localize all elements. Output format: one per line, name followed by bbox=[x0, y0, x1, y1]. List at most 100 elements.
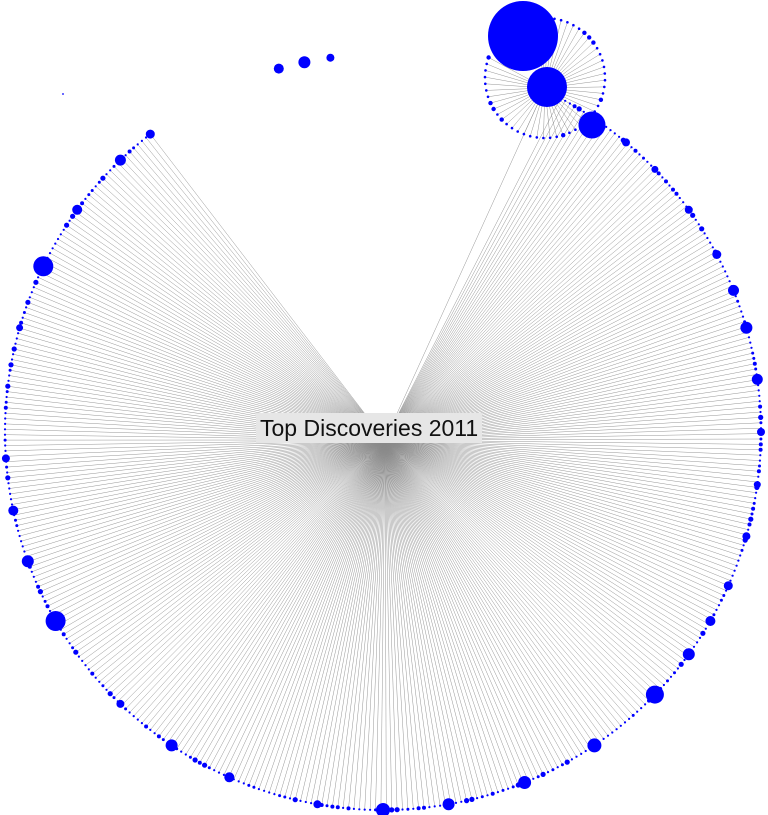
leaf-node[interactable] bbox=[54, 242, 57, 245]
leaf-node[interactable] bbox=[358, 808, 361, 811]
hub-node[interactable] bbox=[326, 53, 335, 62]
leaf-node[interactable] bbox=[257, 788, 260, 791]
leaf-node[interactable] bbox=[325, 804, 329, 808]
leaf-node[interactable] bbox=[422, 805, 426, 810]
leaf-node[interactable] bbox=[11, 346, 17, 352]
leaf-node[interactable] bbox=[161, 738, 165, 742]
leaf-node[interactable] bbox=[630, 146, 633, 149]
leaf-node[interactable] bbox=[37, 589, 44, 595]
leaf-node[interactable] bbox=[511, 785, 515, 789]
leaf-node[interactable] bbox=[469, 796, 475, 803]
leaf-node[interactable] bbox=[570, 758, 574, 761]
leaf-node[interactable] bbox=[507, 787, 510, 790]
leaf-node[interactable] bbox=[304, 800, 307, 804]
leaf-node[interactable] bbox=[21, 545, 24, 548]
leaf-node[interactable] bbox=[5, 390, 9, 394]
leaf-node[interactable] bbox=[638, 153, 641, 156]
leaf-node[interactable] bbox=[48, 252, 52, 255]
leaf-node[interactable] bbox=[696, 641, 699, 644]
cluster-leaf-node[interactable] bbox=[603, 85, 606, 89]
leaf-node[interactable] bbox=[568, 102, 572, 105]
cluster-leaf-node[interactable] bbox=[488, 100, 493, 106]
leaf-node[interactable] bbox=[64, 222, 70, 228]
cluster-node-large[interactable] bbox=[488, 1, 558, 71]
leaf-node[interactable] bbox=[299, 799, 302, 803]
leaf-node[interactable] bbox=[342, 806, 345, 810]
leaf-node[interactable] bbox=[646, 160, 649, 163]
leaf-node[interactable] bbox=[25, 306, 28, 309]
hub-node[interactable] bbox=[728, 284, 739, 296]
leaf-node[interactable] bbox=[10, 503, 14, 506]
hub-node[interactable] bbox=[712, 250, 722, 259]
leaf-node[interactable] bbox=[551, 768, 555, 772]
leaf-node[interactable] bbox=[330, 804, 335, 809]
leaf-node[interactable] bbox=[546, 771, 550, 774]
leaf-node[interactable] bbox=[346, 806, 351, 811]
leaf-node[interactable] bbox=[416, 806, 421, 811]
leaf-node[interactable] bbox=[30, 291, 33, 294]
leaf-node[interactable] bbox=[704, 627, 707, 630]
hub-node[interactable] bbox=[705, 616, 716, 626]
leaf-node[interactable] bbox=[20, 540, 23, 543]
cluster-leaf-node[interactable] bbox=[596, 104, 600, 108]
leaf-node[interactable] bbox=[61, 632, 66, 637]
leaf-node[interactable] bbox=[711, 246, 714, 249]
leaf-node[interactable] bbox=[15, 337, 18, 340]
leaf-node[interactable] bbox=[757, 389, 760, 392]
leaf-node[interactable] bbox=[584, 749, 587, 753]
leaf-node[interactable] bbox=[476, 797, 479, 800]
leaf-node[interactable] bbox=[30, 570, 33, 573]
leaf-node[interactable] bbox=[633, 148, 638, 153]
leaf-node[interactable] bbox=[263, 789, 266, 792]
leaf-node[interactable] bbox=[666, 679, 669, 683]
leaf-node[interactable] bbox=[734, 295, 737, 298]
hub-node[interactable] bbox=[622, 138, 630, 147]
leaf-node[interactable] bbox=[5, 383, 11, 389]
hub-node[interactable] bbox=[33, 256, 54, 277]
leaf-node[interactable] bbox=[136, 718, 139, 721]
leaf-node[interactable] bbox=[698, 636, 702, 640]
hub-node[interactable] bbox=[442, 798, 455, 811]
leaf-node[interactable] bbox=[213, 769, 216, 772]
leaf-node[interactable] bbox=[661, 176, 664, 179]
hub-node[interactable] bbox=[21, 555, 34, 568]
leaf-node[interactable] bbox=[202, 762, 208, 768]
leaf-node[interactable] bbox=[389, 807, 395, 813]
leaf-node[interactable] bbox=[644, 703, 647, 706]
leaf-node[interactable] bbox=[188, 755, 192, 759]
leaf-node[interactable] bbox=[15, 524, 19, 528]
leaf-node[interactable] bbox=[748, 516, 754, 522]
hub-node[interactable] bbox=[751, 373, 763, 385]
leaf-node[interactable] bbox=[731, 574, 734, 577]
leaf-node[interactable] bbox=[674, 191, 679, 196]
leaf-node[interactable] bbox=[737, 559, 740, 562]
leaf-node[interactable] bbox=[28, 296, 31, 299]
cluster-leaf-node[interactable] bbox=[555, 135, 558, 139]
leaf-node[interactable] bbox=[283, 795, 287, 799]
leaf-node[interactable] bbox=[678, 661, 684, 667]
leaf-node[interactable] bbox=[4, 422, 7, 425]
leaf-node[interactable] bbox=[682, 201, 685, 204]
leaf-node[interactable] bbox=[292, 797, 298, 803]
leaf-node[interactable] bbox=[9, 498, 13, 501]
leaf-node[interactable] bbox=[690, 212, 696, 218]
leaf-node[interactable] bbox=[758, 442, 763, 447]
cluster-leaf-node[interactable] bbox=[548, 136, 552, 140]
leaf-node[interactable] bbox=[48, 609, 52, 613]
hub-node[interactable] bbox=[72, 204, 83, 215]
leaf-node[interactable] bbox=[703, 232, 706, 235]
cluster-leaf-node[interactable] bbox=[598, 97, 604, 103]
cluster-leaf-node[interactable] bbox=[499, 117, 504, 122]
leaf-node[interactable] bbox=[36, 584, 41, 589]
cluster-leaf-node[interactable] bbox=[559, 18, 563, 22]
leaf-node[interactable] bbox=[335, 805, 340, 810]
leaf-node[interactable] bbox=[310, 802, 313, 805]
cluster-node-medium[interactable] bbox=[527, 67, 567, 107]
leaf-node[interactable] bbox=[619, 724, 622, 727]
cluster-leaf-node[interactable] bbox=[577, 27, 581, 31]
leaf-node[interactable] bbox=[464, 798, 470, 804]
leaf-node[interactable] bbox=[755, 491, 758, 494]
hub-node[interactable] bbox=[587, 738, 602, 753]
leaf-node[interactable] bbox=[140, 722, 143, 725]
leaf-node[interactable] bbox=[112, 696, 116, 700]
